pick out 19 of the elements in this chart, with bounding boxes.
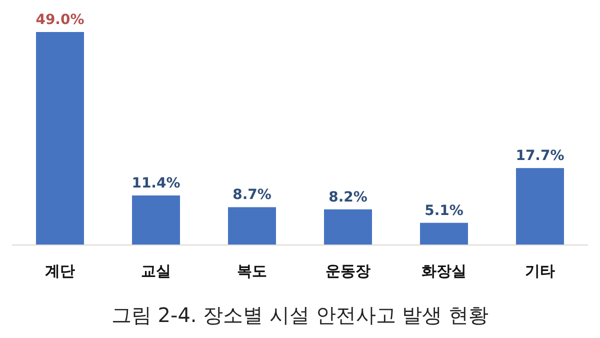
x-tick-label: 교실 (141, 262, 171, 280)
x-tick-label: 운동장 (326, 262, 370, 280)
data-label: 8.7% (232, 187, 272, 204)
data-label: 17.7% (516, 148, 564, 164)
bar (420, 222, 468, 245)
bar (132, 195, 180, 245)
bar (324, 209, 372, 245)
data-label: 5.1% (424, 202, 464, 219)
x-tick-label: 화장실 (422, 262, 466, 280)
data-label: 11.4% (132, 175, 180, 192)
x-tick-label: 계단 (45, 262, 75, 280)
bar (516, 168, 564, 245)
data-label: 49.0% (36, 12, 84, 28)
text: 그림 2-4. 장소별 시설 안전사고 발생 현황 (111, 303, 489, 327)
data-label: 8.2% (328, 189, 368, 206)
bar (228, 207, 276, 245)
bar (36, 32, 84, 245)
x-tick-label: 기타 (525, 262, 555, 280)
x-tick-label: 복도 (237, 262, 267, 280)
